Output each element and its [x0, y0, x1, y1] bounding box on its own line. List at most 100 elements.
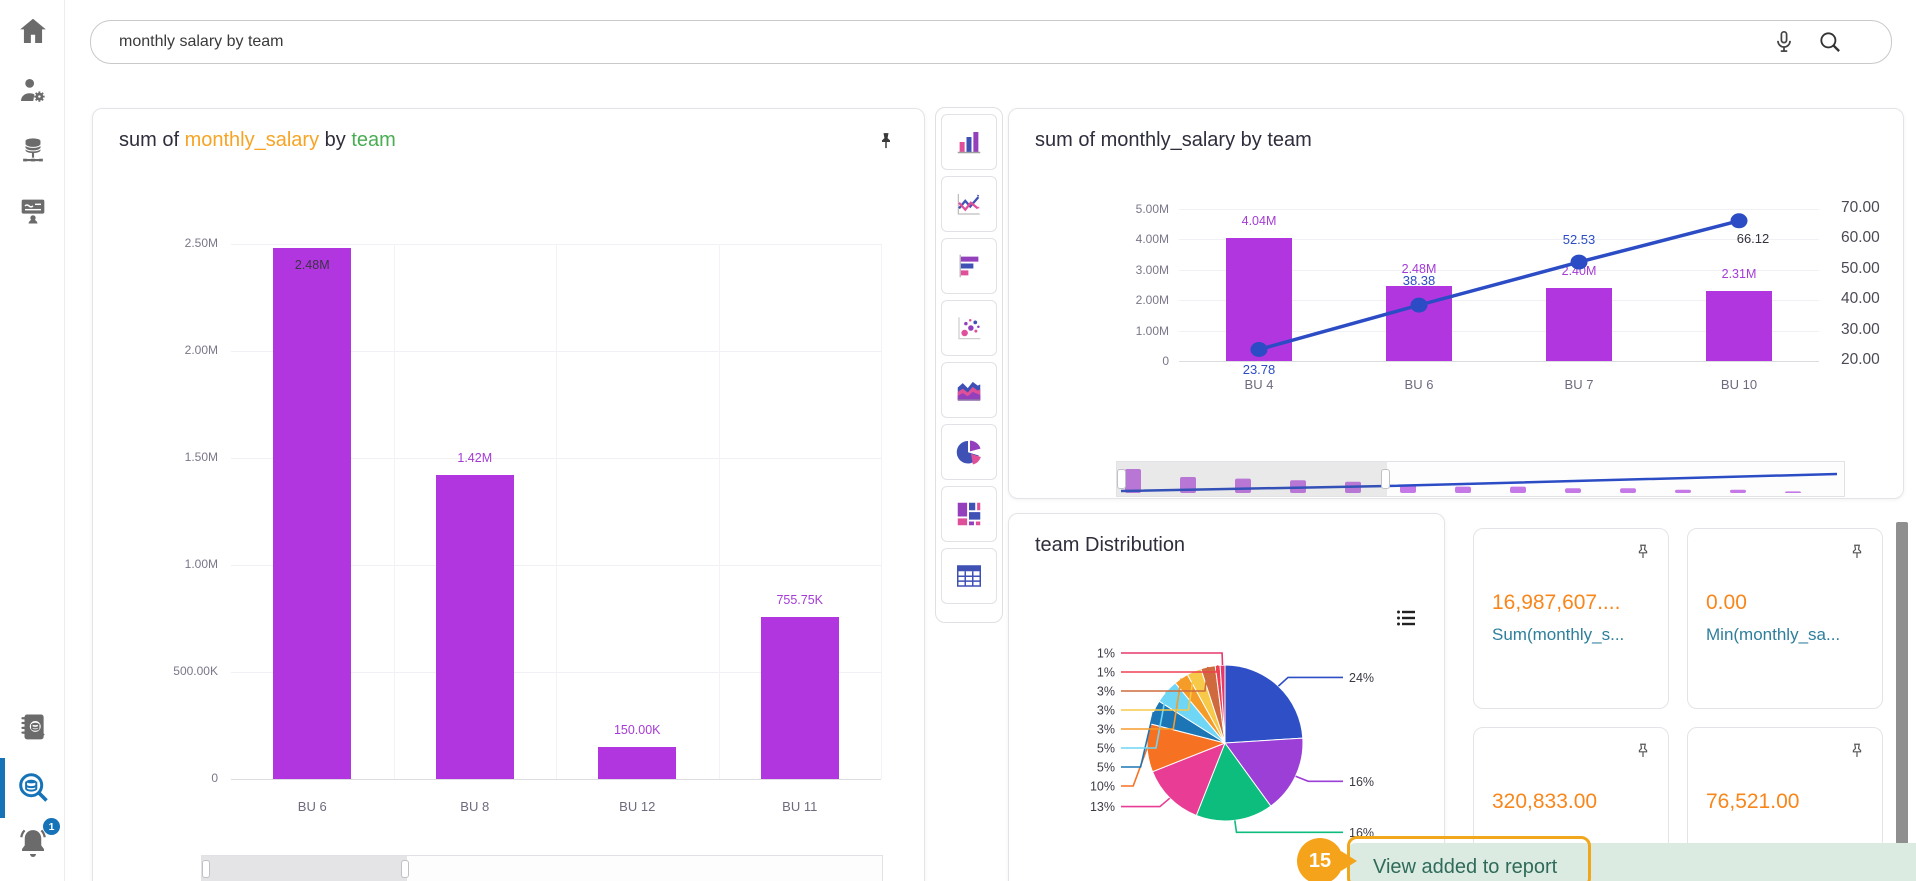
main-chart-panel: sum of monthly_salary by team 0 500.00K 1.…: [92, 108, 925, 881]
x-axis-label: BU 6: [297, 799, 327, 814]
vertical-scrollbar[interactable]: [1896, 522, 1908, 844]
user-settings-icon[interactable]: [14, 72, 52, 110]
pie-leader-line: [1121, 665, 1219, 673]
line-path: [1258, 219, 1740, 352]
pie-leader-line: [1121, 797, 1171, 808]
pie-leader-line: [1121, 671, 1195, 711]
kpi-value: 320,833.00: [1492, 790, 1598, 813]
bar-value-label: 1.42M: [457, 451, 493, 465]
x-axis-label: BU 7: [1564, 377, 1594, 392]
pie-leader-line: [1121, 652, 1224, 666]
search-input[interactable]: [117, 21, 1801, 63]
legend-list-icon[interactable]: [1394, 606, 1418, 635]
pie-slice-label: 1%: [1097, 666, 1115, 680]
y-tick-label-right: 70.00: [1841, 199, 1880, 216]
area-chart-icon[interactable]: [941, 362, 997, 418]
y-tick-label-right: 20.00: [1841, 351, 1880, 368]
x-axis-label: BU 10: [1720, 377, 1758, 392]
pie-slice[interactable]: [1151, 742, 1226, 817]
bar[interactable]: [1226, 238, 1292, 361]
pie-chart-title: team Distribution: [1035, 534, 1186, 556]
bar-value-label: 2.48M: [294, 258, 330, 272]
bar[interactable]: [435, 475, 514, 779]
mini-bar: [1675, 489, 1691, 493]
bar[interactable]: [760, 617, 839, 779]
catalog-search-icon[interactable]: [14, 708, 52, 746]
y-tick-label-right: 50.00: [1841, 259, 1880, 277]
y-tick-label: 500.00K: [173, 664, 218, 678]
pin-icon[interactable]: [1634, 543, 1652, 566]
line-value-label: 52.53: [1562, 232, 1596, 248]
line-point[interactable]: [1250, 342, 1268, 358]
pie-slice[interactable]: [1224, 737, 1304, 807]
search-bar: [90, 20, 1892, 64]
column-chart-icon[interactable]: [941, 114, 997, 170]
line-chart-icon[interactable]: [941, 176, 997, 232]
pie-slice-label: 3%: [1097, 723, 1115, 737]
y-tick-label-left: 3.00M: [1135, 262, 1169, 277]
bar-value-label: 2.31M: [1721, 267, 1757, 281]
bar[interactable]: [598, 747, 677, 779]
x-axis-label: BU 6: [1404, 377, 1434, 392]
combo-slider-handle-right[interactable]: [1381, 469, 1390, 489]
gridline: [1179, 330, 1819, 332]
pie-leader-line: [1277, 676, 1343, 687]
gridline: [1179, 239, 1819, 241]
scatter-chart-icon[interactable]: [941, 300, 997, 356]
bar-chart-icon[interactable]: [941, 238, 997, 294]
combo-chart-panel: sum of monthly_salary by team 0 1.00M 2.00…: [1008, 108, 1904, 499]
chart-type-toolbar: [935, 107, 1003, 623]
line-point[interactable]: [1730, 213, 1748, 229]
pin-icon[interactable]: [1848, 543, 1866, 566]
bar-value-label: 2.48M: [1401, 262, 1437, 276]
bar[interactable]: [1546, 288, 1612, 361]
y-tick-label-right: 60.00: [1841, 229, 1880, 247]
x-axis-label: BU 12: [619, 799, 656, 814]
title-dimension: team: [351, 129, 396, 151]
search-icon[interactable]: [1817, 29, 1843, 60]
slider-handle-left[interactable]: [202, 860, 210, 878]
gridline: [1179, 300, 1819, 302]
treemap-chart-icon[interactable]: [941, 486, 997, 542]
home-icon[interactable]: [14, 12, 52, 50]
pie-slice-label: 16%: [1349, 775, 1374, 789]
combo-chart-title: sum of monthly_salary by team: [1035, 129, 1312, 151]
combo-slider-handle-left[interactable]: [1117, 469, 1126, 489]
data-search-icon[interactable]: [14, 768, 52, 806]
notifications-icon[interactable]: 1: [14, 818, 60, 862]
slider-handle-right[interactable]: [401, 860, 409, 878]
table-view-icon[interactable]: [941, 548, 997, 604]
bar-value-label: 150.00K: [613, 723, 661, 737]
kpi-value: 16,987,607....: [1492, 591, 1621, 614]
pie-slice[interactable]: [1195, 741, 1272, 822]
y-tick-label-left: 0: [1162, 354, 1169, 368]
pie-leader-line: [1121, 678, 1182, 730]
line-point[interactable]: [1570, 254, 1588, 270]
gridline-vertical: [881, 244, 882, 779]
title-prefix: sum of: [119, 129, 185, 151]
pie-chart-icon[interactable]: [941, 424, 997, 480]
mini-bar: [1565, 488, 1581, 493]
chart-range-slider[interactable]: [201, 855, 883, 881]
pie-slice[interactable]: [1224, 664, 1304, 744]
mini-bar: [1620, 488, 1636, 493]
y-tick-label-left: 5.00M: [1135, 202, 1169, 216]
combo-range-slider[interactable]: [1116, 461, 1845, 497]
line-point[interactable]: [1410, 297, 1428, 313]
data-sources-icon[interactable]: [14, 132, 52, 170]
pin-icon[interactable]: [1634, 742, 1652, 765]
slider-selected-range[interactable]: [202, 856, 407, 881]
line-value-label: 38.38: [1402, 273, 1436, 289]
step-number: 15: [1308, 849, 1332, 872]
pie-slice-label: 13%: [1090, 800, 1115, 814]
training-icon[interactable]: [14, 192, 52, 230]
pin-icon[interactable]: [1848, 742, 1866, 765]
pie-slice[interactable]: [1219, 664, 1226, 744]
title-connector: by: [319, 129, 352, 151]
bar[interactable]: [1706, 291, 1772, 361]
combo-slider-selected-range[interactable]: [1117, 462, 1387, 496]
pin-icon[interactable]: [876, 131, 896, 156]
bar[interactable]: [273, 248, 352, 779]
microphone-icon[interactable]: [1771, 29, 1797, 60]
x-axis-label: BU 11: [782, 799, 818, 814]
